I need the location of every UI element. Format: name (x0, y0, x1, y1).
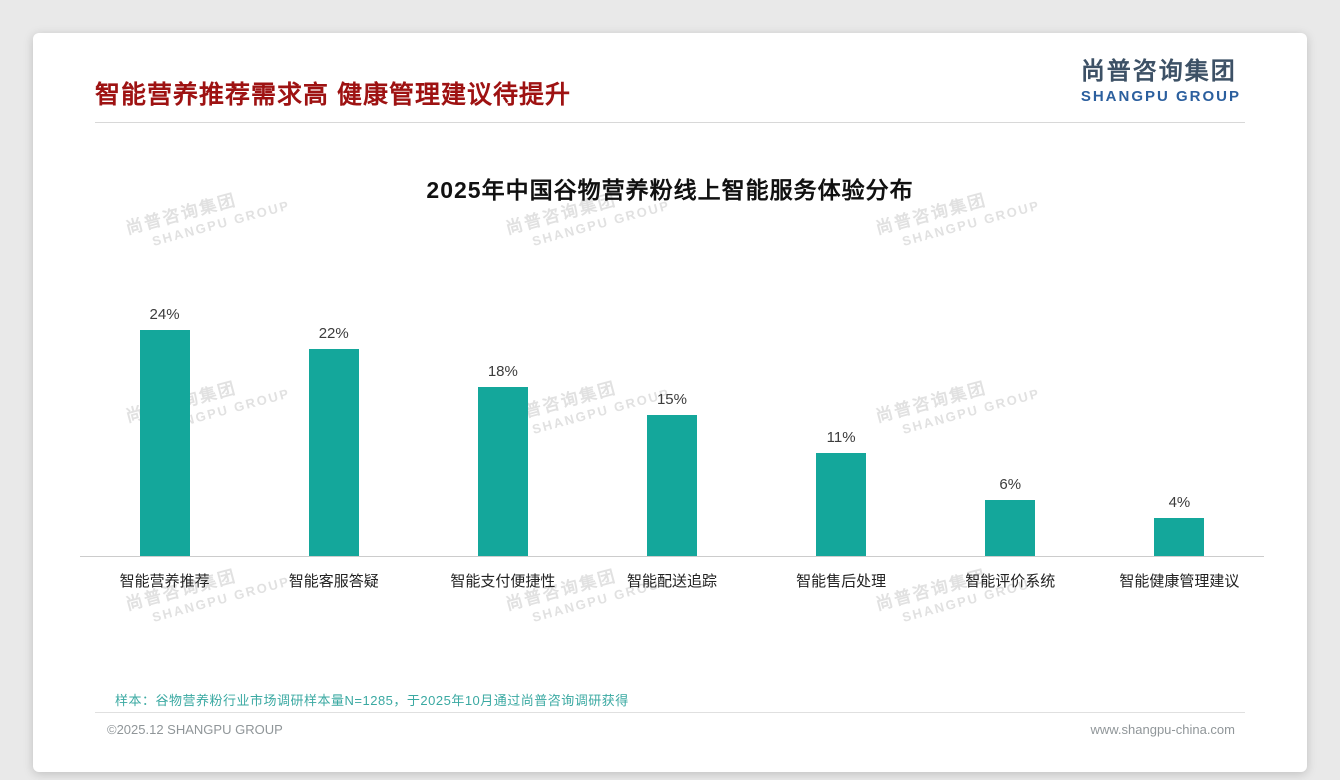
logo: 尚普咨询集团 SHANGPU GROUP (1081, 51, 1241, 105)
bar-column: 18% (418, 363, 587, 556)
sample-note: 样本：谷物营养粉行业市场调研样本量N=1285，于2025年10月通过尚普咨询调… (115, 693, 629, 708)
bar-column: 11% (757, 429, 926, 556)
bar (1154, 518, 1205, 556)
bar-value-label: 15% (656, 391, 687, 408)
category-labels-row: 智能营养推荐 智能客服答疑 智能支付便捷性 智能配送追踪 智能售后处理 智能评价系统 智能健… (80, 570, 1264, 591)
logo-text-en: SHANGPU GROUP (1080, 88, 1241, 105)
bar (308, 349, 359, 556)
bar-category-label: 智能评价系统 (965, 573, 1056, 590)
bar-category-label: 智能配送追踪 (626, 573, 717, 590)
website-text: www.shangpu-china.com (1090, 722, 1235, 737)
x-axis-line (80, 556, 1264, 557)
bar-value-label: 22% (318, 325, 349, 342)
bar-column: 15% (587, 391, 756, 556)
header-divider (95, 122, 1245, 123)
bar (985, 500, 1036, 556)
bars-row: 24% 22% 18% 15% 11% 6% 4% (80, 306, 1264, 556)
footer-divider (95, 712, 1245, 713)
bar-category-label: 智能售后处理 (796, 573, 887, 590)
bar-value-label: 6% (999, 476, 1022, 493)
bar-chart: 24% 22% 18% 15% 11% 6% 4% 智能营养推荐 智能客服答疑 智能支付便捷性智… (80, 306, 1264, 591)
bar-value-label: 18% (487, 363, 518, 380)
bar (816, 453, 867, 556)
bar-value-label: 24% (149, 306, 180, 323)
bar (646, 415, 697, 556)
logo-text-cn: 尚普咨询集团 (1080, 58, 1237, 85)
bar-category-label: 智能支付便捷性 (450, 573, 556, 590)
bar-category-label: 智能营养推荐 (119, 573, 210, 590)
chart-title: 2025年中国谷物营养粉线上智能服务体验分布 (426, 177, 914, 203)
bar-category-label: 智能客服答疑 (288, 573, 379, 590)
bar (477, 387, 528, 556)
bar-value-label: 4% (1168, 494, 1191, 511)
footer: ©2025.12 SHANGPU GROUP www.shangpu-china… (33, 722, 1307, 737)
copyright-text: ©2025.12 SHANGPU GROUP (107, 722, 283, 737)
bar-column: 4% (1095, 494, 1264, 556)
page-title: 智能营养推荐需求高 健康管理建议待提升 (95, 81, 571, 109)
bar (139, 330, 190, 556)
bar-value-label: 11% (826, 429, 856, 446)
bar-column: 6% (926, 476, 1095, 556)
bar-column: 22% (249, 325, 418, 556)
bar-category-label: 智能健康管理建议 (1119, 573, 1240, 590)
slide-card: 尚普咨询集团 SHANGPU GROUP 尚普咨询集团 SHANGPU GROUP 尚普… (33, 33, 1307, 772)
bar-column: 24% (80, 306, 249, 556)
